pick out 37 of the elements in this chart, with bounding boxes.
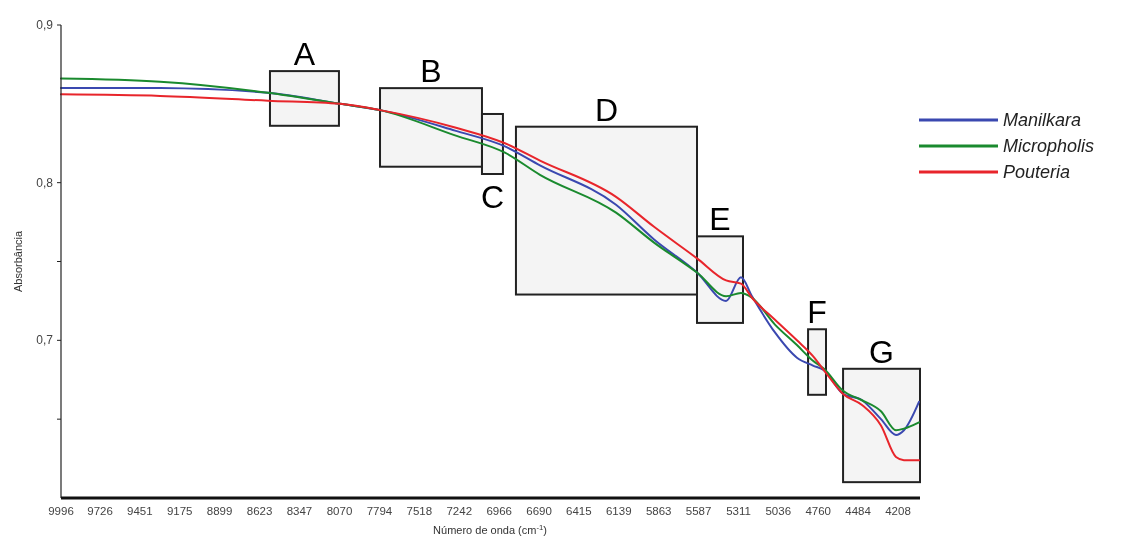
band-label: E <box>709 201 731 238</box>
y-tick-label: 0,7 <box>36 333 54 348</box>
x-axis-title: Número de onda (cm$^{-1}$) <box>433 522 547 536</box>
x-tick-label: 5036 <box>765 505 792 517</box>
x-tick-label: 4208 <box>885 505 911 517</box>
x-tick-label: 5587 <box>685 505 712 517</box>
band-label: B <box>420 53 442 90</box>
band-label: G <box>869 333 894 370</box>
x-tick-label: 9175 <box>166 505 193 517</box>
x-tick-label: 8070 <box>326 505 353 517</box>
x-tick-label: 7518 <box>406 505 433 517</box>
x-tick-label: 6139 <box>605 505 632 517</box>
x-tick-label: 5311 <box>726 505 751 517</box>
x-tick-label: 9996 <box>48 505 74 517</box>
x-tick-label: 6415 <box>566 505 592 517</box>
band-label: A <box>293 36 316 73</box>
x-tick-label: 9451 <box>127 505 153 517</box>
y-tick-label: 0,9 <box>36 18 54 32</box>
x-tick-label: 8623 <box>246 505 273 517</box>
legend-label: Manilkara <box>1003 110 1082 130</box>
x-tick-label: 7794 <box>366 505 393 517</box>
x-tick-label: 9726 <box>87 505 113 517</box>
y-axis-title: Absorbância <box>12 230 24 293</box>
legend-label: Pouteria <box>1003 162 1071 182</box>
band-label: F <box>807 294 827 331</box>
x-tick-label: 6690 <box>526 505 552 517</box>
x-tick-label: 5863 <box>645 505 672 517</box>
x-tick-label: 4760 <box>805 505 831 517</box>
x-tick-label: 8899 <box>206 505 233 517</box>
band-label: D <box>594 91 619 128</box>
x-tick-label: 7242 <box>446 505 473 517</box>
legend-label: Micropholis <box>1003 136 1095 156</box>
x-tick-label: 4484 <box>845 505 872 517</box>
x-tick-label: 8347 <box>286 505 313 517</box>
band-label: C <box>480 179 505 216</box>
x-tick-label: 6966 <box>486 505 512 517</box>
y-tick-label: 0,8 <box>36 175 54 190</box>
